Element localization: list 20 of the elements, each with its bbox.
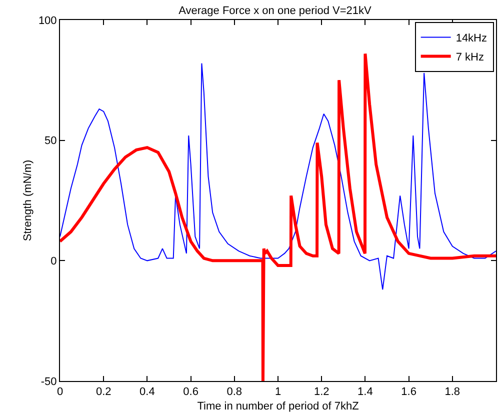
x-tick-label: 1 [274,386,282,398]
x-tick-label: 1.4 [358,386,373,398]
x-tick-label: 0.6 [183,386,198,398]
x-tick-label: 0.4 [140,386,155,398]
chart-title: Average Force x on one period V=21kV [178,4,372,17]
legend-label: 7 kHz [456,52,484,64]
x-axis-title: Time in number of period of 7khZ [197,400,360,412]
y-tick-label: 0 [50,256,57,268]
x-tick-label: 1.8 [444,386,460,398]
y-tick-label: 100 [38,14,57,27]
x-tick-label: 0.8 [226,386,242,398]
line-series [60,62,496,290]
x-tick-label: 1.2 [314,386,330,398]
x-tick-label: 0.2 [96,386,112,398]
line-series [60,52,496,381]
legend-label: 14kHz [456,32,488,45]
y-axis-title: Strength (mN/m) [22,160,34,242]
x-tick-label: 1.6 [401,386,416,398]
y-tick-label: 50 [44,135,57,148]
y-tick-label: -50 [40,376,57,388]
